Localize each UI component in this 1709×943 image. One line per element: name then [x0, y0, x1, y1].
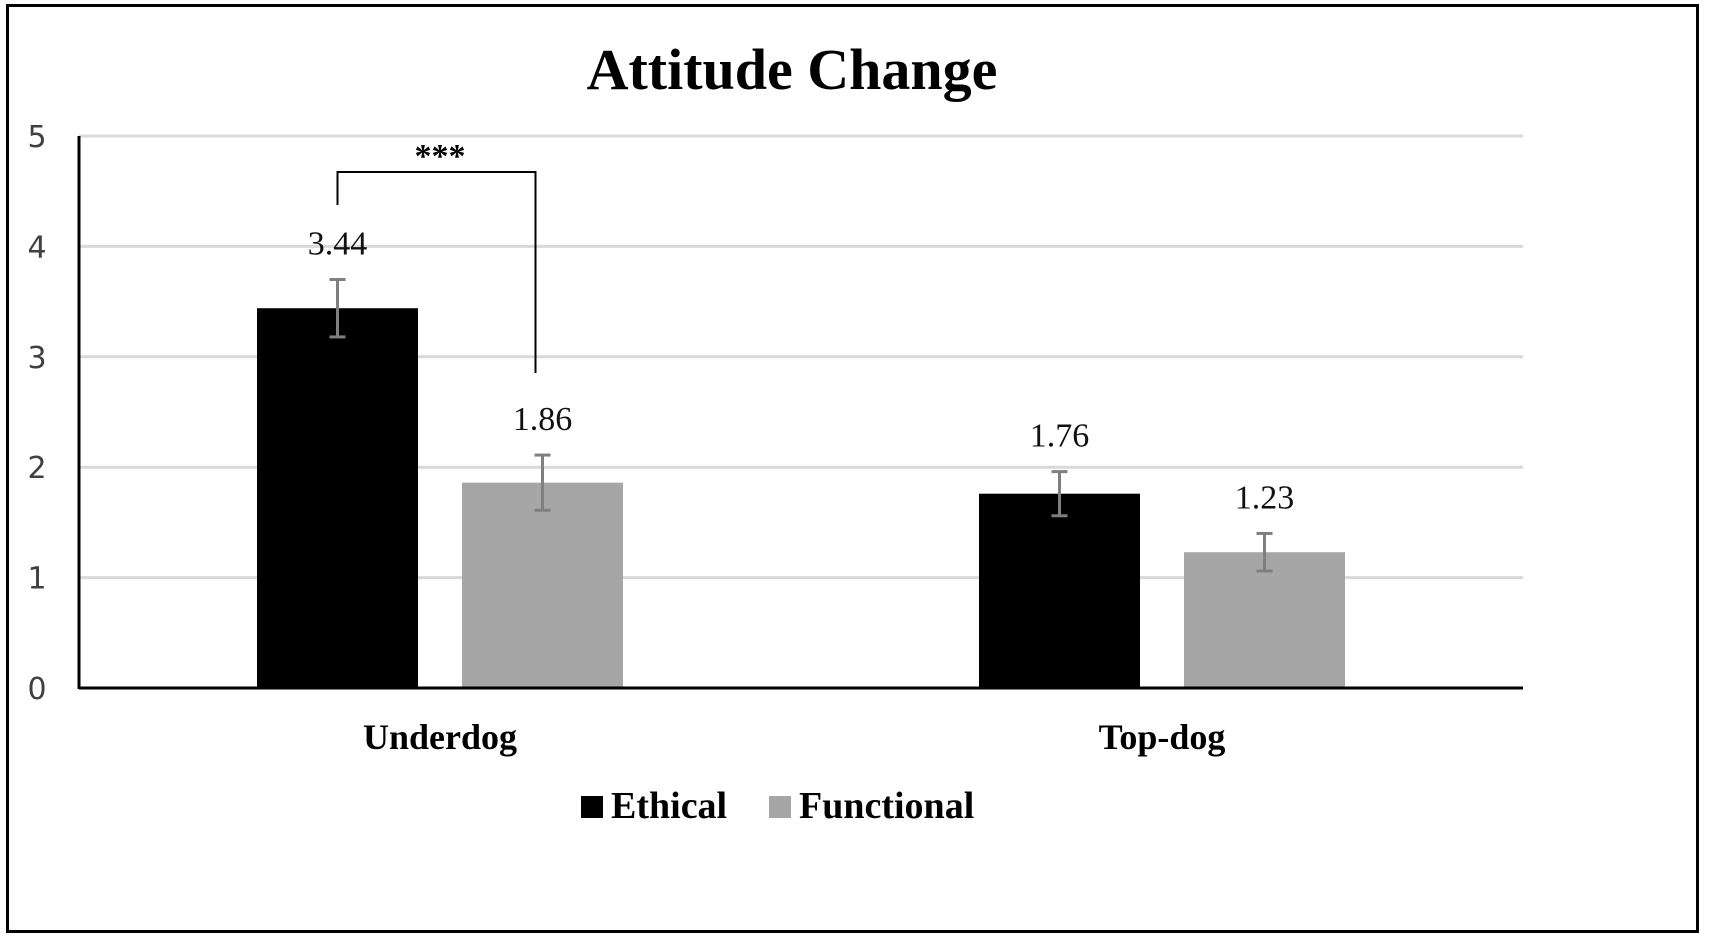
- y-tick-label: 4: [27, 230, 46, 265]
- y-tick-label: 1: [27, 562, 46, 597]
- chart-title: Attitude Change: [587, 37, 998, 102]
- data-label: 1.86: [513, 401, 573, 438]
- significance-bracket: [336, 171, 537, 373]
- significance-marker: ***: [415, 138, 466, 175]
- data-label: 1.23: [1235, 479, 1295, 516]
- x-category-label: Top-dog: [1099, 717, 1226, 757]
- bar-ethical-underdog: [257, 308, 418, 688]
- y-tick-label: 0: [27, 672, 46, 707]
- x-category-label: Underdog: [363, 717, 517, 757]
- legend-label-functional: Functional: [799, 785, 974, 827]
- legend-swatch-ethical: [581, 796, 603, 818]
- y-tick-label: 3: [27, 341, 46, 376]
- y-tick-label: 5: [27, 120, 46, 155]
- legend-swatch-functional: [769, 796, 791, 818]
- bar-functional-top-dog: [1184, 552, 1345, 688]
- data-label: 1.76: [1030, 418, 1090, 455]
- bar-functional-underdog: [462, 482, 623, 688]
- data-label: 3.44: [308, 226, 368, 263]
- y-tick-label: 2: [27, 451, 46, 486]
- bar-ethical-top-dog: [979, 493, 1140, 688]
- legend-label-ethical: Ethical: [611, 785, 727, 827]
